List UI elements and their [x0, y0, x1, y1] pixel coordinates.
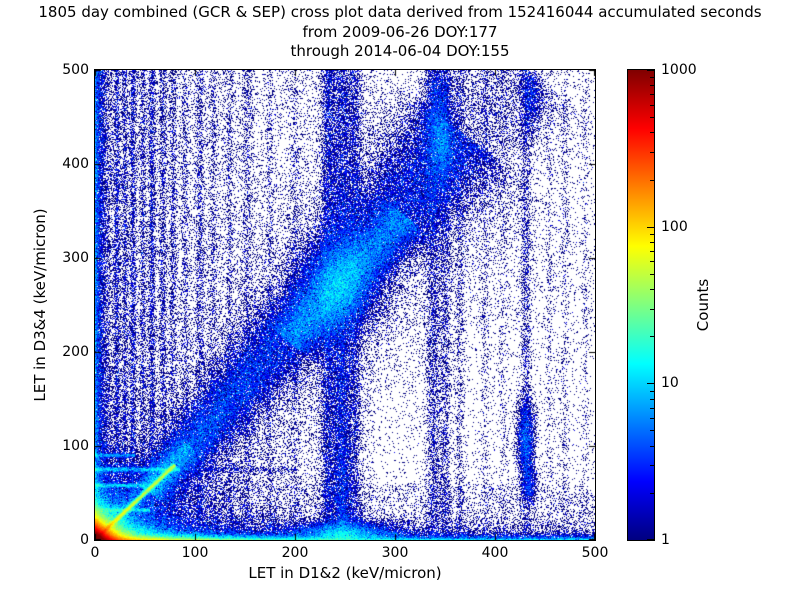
colorbar-minor-tick	[650, 399, 654, 400]
colorbar-major-tick	[647, 70, 654, 71]
colorbar-minor-tick	[650, 180, 654, 181]
colorbar-minor-tick	[650, 77, 654, 78]
colorbar-minor-tick	[650, 418, 654, 419]
x-tick-label: 500	[581, 545, 609, 561]
colorbar-minor-tick	[650, 94, 654, 95]
colorbar-minor-tick	[650, 132, 654, 133]
y-tick-label: 500	[62, 62, 89, 78]
colorbar-minor-tick	[650, 242, 654, 243]
y-axis-label: LET in D3&4 (keV/micron)	[31, 208, 49, 402]
colorbar-minor-tick	[650, 408, 654, 409]
x-tick-label: 300	[381, 545, 409, 561]
y-tick-label: 200	[62, 344, 89, 360]
chart-title-line-1: 1805 day combined (GCR & SEP) cross plot…	[38, 3, 762, 21]
colorbar-minor-tick	[650, 309, 654, 310]
colorbar-minor-tick	[650, 251, 654, 252]
colorbar-major-tick	[647, 227, 654, 228]
colorbar-minor-tick	[650, 446, 654, 447]
colorbar-minor-tick	[650, 261, 654, 262]
colorbar-major-tick	[647, 383, 654, 384]
plot-frame	[94, 69, 596, 541]
x-tick-label: 200	[281, 545, 309, 561]
colorbar-minor-tick	[650, 465, 654, 466]
x-tick-label: 0	[90, 545, 100, 561]
colorbar-minor-tick	[650, 85, 654, 86]
colorbar-minor-tick	[650, 274, 654, 275]
x-tick-label: 100	[181, 545, 209, 561]
colorbar-tick-label: 100	[661, 218, 688, 235]
y-tick-label: 0	[80, 532, 89, 548]
colorbar-minor-tick	[650, 493, 654, 494]
y-tick-label: 100	[62, 438, 89, 454]
colorbar-minor-tick	[650, 289, 654, 290]
colorbar	[627, 69, 655, 541]
y-tick-label: 300	[62, 250, 89, 266]
chart-title-line-2: from 2009-06-26 DOY:177	[302, 23, 498, 41]
y-tick-label: 400	[62, 156, 89, 172]
x-tick-label: 400	[481, 545, 509, 561]
colorbar-minor-tick	[650, 152, 654, 153]
colorbar-minor-tick	[650, 105, 654, 106]
chart-title-line-3: through 2014-06-04 DOY:155	[290, 42, 510, 60]
colorbar-minor-tick	[650, 391, 654, 392]
colorbar-tick-label: 1000	[661, 62, 697, 78]
x-axis-label: LET in D1&2 (keV/micron)	[248, 564, 442, 582]
colorbar-minor-tick	[650, 117, 654, 118]
colorbar-gradient	[628, 70, 654, 540]
cross-plot-canvas	[95, 70, 595, 540]
colorbar-major-tick	[647, 539, 654, 540]
colorbar-title: Counts	[694, 278, 712, 332]
colorbar-tick-label: 10	[661, 375, 679, 392]
colorbar-minor-tick	[650, 336, 654, 337]
colorbar-minor-tick	[650, 430, 654, 431]
colorbar-minor-tick	[650, 234, 654, 235]
colorbar-tick-label: 1	[661, 532, 670, 548]
